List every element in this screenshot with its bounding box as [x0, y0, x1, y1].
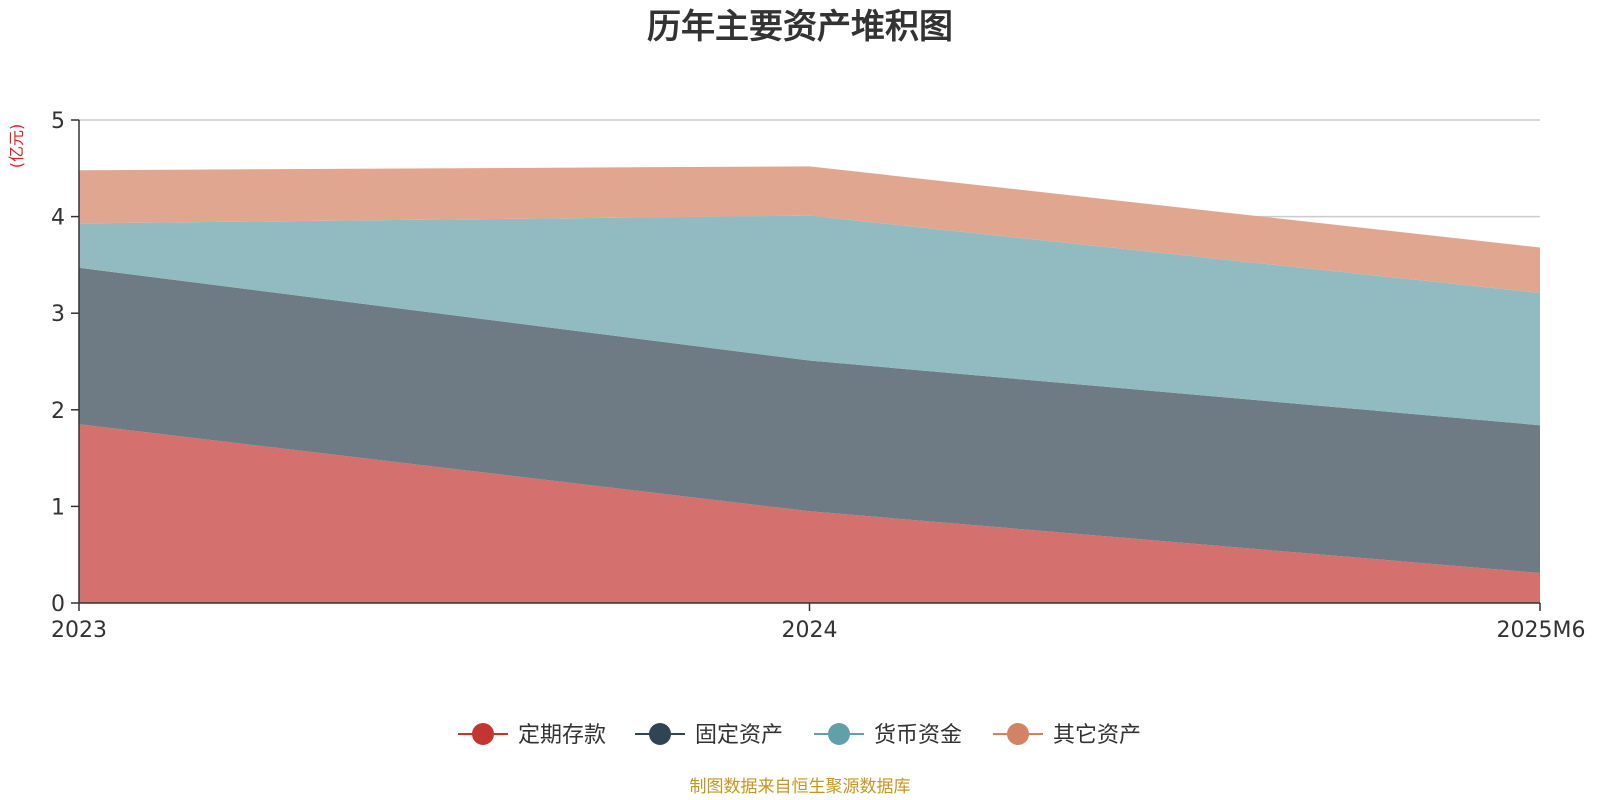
x-tick-label-2: 2025M6	[1497, 618, 1586, 643]
y-tick-label-0: 0	[51, 592, 65, 617]
legend-item-2[interactable]: 固定资产	[635, 723, 783, 748]
legend-label-3: 货币资金	[874, 723, 962, 748]
chart-title: 历年主要资产堆积图	[647, 7, 953, 47]
legend-item-3[interactable]: 货币资金	[814, 723, 962, 748]
y-tick-label-1: 1	[51, 495, 65, 520]
legend[interactable]: 定期存款 固定资产 货币资金 其它资产	[458, 723, 1141, 748]
x-tick-label-1: 2024	[782, 618, 838, 643]
legend-marker-1	[472, 723, 494, 745]
y-tick-label-2: 2	[51, 399, 65, 424]
legend-label-4: 其它资产	[1053, 723, 1141, 748]
legend-label-2: 固定资产	[695, 723, 783, 748]
area-series-3	[79, 215, 1540, 426]
area-series	[79, 166, 1540, 603]
x-axis-ticks: 2023 2024 2025M6	[51, 603, 1585, 643]
legend-marker-2	[649, 723, 671, 745]
legend-marker-4	[1007, 723, 1029, 745]
y-tick-label-5: 5	[51, 109, 65, 134]
x-tick-label-0: 2023	[51, 618, 107, 643]
legend-item-1[interactable]: 定期存款	[458, 723, 606, 748]
area-series-1	[79, 424, 1540, 603]
data-source-note: 制图数据来自恒生聚源数据库	[690, 777, 911, 797]
legend-label-1: 定期存款	[518, 723, 606, 748]
y-axis-unit-label: (亿元)	[7, 124, 26, 169]
area-series-2	[79, 267, 1540, 574]
area-series-4	[79, 166, 1540, 293]
y-tick-label-3: 3	[51, 302, 65, 327]
legend-item-4[interactable]: 其它资产	[993, 723, 1141, 748]
legend-marker-3	[828, 723, 850, 745]
y-axis-ticks: 0 1 2 3 4 5	[51, 109, 79, 617]
y-tick-label-4: 4	[51, 206, 65, 231]
